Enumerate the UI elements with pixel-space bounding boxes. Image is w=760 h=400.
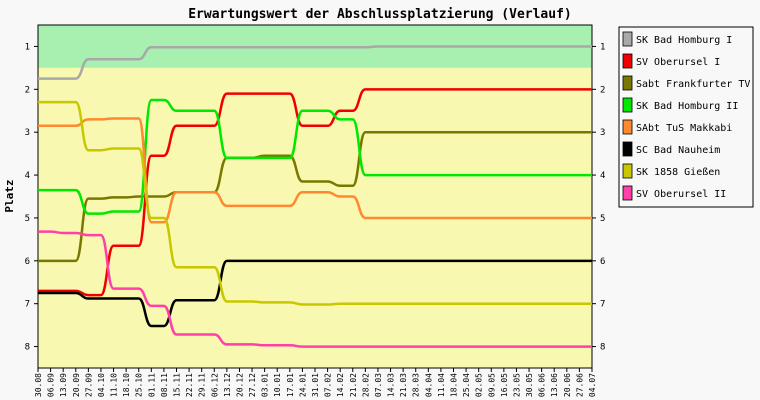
- series-line-5: [38, 117, 592, 224]
- x-tick-label: 13.12: [223, 373, 232, 397]
- y-tick-label-left: 2: [25, 85, 30, 95]
- x-tick-label: 30.08: [34, 373, 43, 397]
- series-lines: [37, 45, 592, 348]
- legend-box: [618, 26, 754, 208]
- x-tick-label: 06.06: [538, 373, 547, 397]
- x-tick-label: 30.05: [525, 373, 534, 397]
- x-tick-label: 27.12: [248, 373, 257, 397]
- x-tick-label: 07.03: [374, 373, 383, 397]
- x-tick-label: 11.04: [437, 373, 446, 397]
- x-tick-label: 14.03: [387, 373, 396, 397]
- x-tick-label: 21.02: [349, 373, 358, 397]
- legend-label: SK 1858 Gießen: [636, 167, 720, 178]
- series-line-8: [38, 230, 592, 348]
- x-tick-label: 27.06: [575, 373, 584, 397]
- series-line-4: [38, 98, 592, 215]
- chart-title: Erwartungswert der Abschlussplatzierung …: [188, 7, 572, 22]
- x-tick-label: 24.01: [298, 373, 307, 397]
- legend-label: SC Bad Nauheim: [636, 145, 720, 156]
- x-tick-label: 25.04: [462, 373, 471, 397]
- x-tick-label: 31.01: [311, 373, 320, 397]
- legend-label: Sabt Frankfurter TV: [636, 79, 750, 90]
- y-tick-label-left: 7: [25, 300, 30, 310]
- y-tick-label-right: 1: [600, 42, 605, 52]
- x-tick-label: 04.04: [424, 373, 433, 397]
- legend-label: SV Oberursel II: [636, 189, 726, 200]
- legend-swatch: [622, 185, 633, 201]
- x-tick-label: 06.09: [47, 373, 56, 397]
- legend-swatch: [622, 75, 633, 91]
- x-tick-label: 25.10: [135, 373, 144, 397]
- y-tick-label-right: 7: [600, 300, 605, 310]
- x-tick-label: 16.05: [500, 373, 509, 397]
- y-axis-left: 1 2 3 4 5 6 7 8: [25, 42, 38, 353]
- x-tick-label: 09.05: [487, 373, 496, 397]
- x-tick-label: 01.11: [147, 373, 156, 397]
- x-tick-label: 23.05: [512, 373, 521, 397]
- x-tick-label: 04.07: [588, 373, 597, 397]
- x-tick-label: 15.11: [173, 373, 182, 397]
- x-tick-label: 28.02: [361, 373, 370, 397]
- legend-label: SV Oberursel I: [636, 57, 720, 68]
- y-tick-label-right: 6: [600, 257, 605, 267]
- legend-swatch: [622, 141, 633, 157]
- legend-swatch: [622, 163, 633, 179]
- y-tick-label-left: 8: [25, 343, 30, 353]
- x-tick-label: 20.06: [563, 373, 572, 397]
- y-tick-label-right: 2: [600, 85, 605, 95]
- x-tick-label: 10.01: [273, 373, 282, 397]
- x-tick-label: 27.09: [84, 373, 93, 397]
- series-line-1: [38, 45, 592, 80]
- y-tick-label-right: 5: [600, 214, 605, 224]
- x-tick-label: 04.10: [97, 373, 106, 397]
- x-tick-label: 21.03: [399, 373, 408, 397]
- legend-label: SK Bad Homburg I: [636, 35, 732, 46]
- x-tick-label: 14.02: [336, 373, 345, 397]
- legend: SK Bad Homburg I SV Oberursel I Sabt Frank…: [618, 26, 754, 208]
- x-tick-label: 18.10: [122, 373, 131, 397]
- legend-label: SK Bad Homburg II: [636, 101, 738, 112]
- y-tick-label-left: 1: [25, 42, 30, 52]
- x-tick-label: 03.01: [261, 373, 270, 397]
- x-tick-label: 17.01: [286, 373, 295, 397]
- legend-swatch: [622, 119, 633, 135]
- y-tick-label-left: 5: [25, 214, 30, 224]
- x-tick-label: 28.03: [412, 373, 421, 397]
- x-tick-label: 06.12: [210, 373, 219, 397]
- x-tick-label: 02.05: [475, 373, 484, 397]
- y-tick-label-right: 3: [600, 128, 605, 138]
- series-line-6: [38, 259, 592, 328]
- legend-swatch: [622, 53, 633, 69]
- y-tick-label-left: 6: [25, 257, 30, 267]
- y-tick-label-left: 3: [25, 128, 30, 138]
- series-line-2: [37, 88, 592, 297]
- x-tick-label: 29.11: [198, 373, 207, 397]
- y-tick-label-right: 8: [600, 343, 605, 353]
- x-tick-label: 20.12: [235, 373, 244, 397]
- y-tick-label-right: 4: [600, 171, 605, 181]
- legend-swatch: [622, 97, 633, 113]
- y-tick-label-left: 4: [25, 171, 30, 181]
- y-axis-right: 1 2 3 4 5 6 7 8: [592, 42, 605, 353]
- series-line-7: [38, 100, 592, 306]
- x-tick-label: 07.02: [324, 373, 333, 397]
- x-tick-label: 13.09: [59, 373, 68, 397]
- x-tick-label: 18.04: [450, 373, 459, 397]
- x-tick-label: 13.06: [550, 373, 559, 397]
- y-axis-label: Platz: [3, 179, 16, 212]
- legend-swatch: [622, 31, 633, 47]
- x-tick-label: 08.11: [160, 373, 169, 397]
- x-tick-label: 22.11: [185, 373, 194, 397]
- x-tick-label: 11.10: [110, 373, 119, 397]
- x-axis: 30.08 06.09 13.09 20.09 27.09 04.10 11.10 18.10…: [34, 368, 597, 397]
- series-line-3: [38, 130, 592, 263]
- legend-label: SAbt TuS Makkabi: [636, 123, 732, 134]
- x-tick-label: 20.09: [72, 373, 81, 397]
